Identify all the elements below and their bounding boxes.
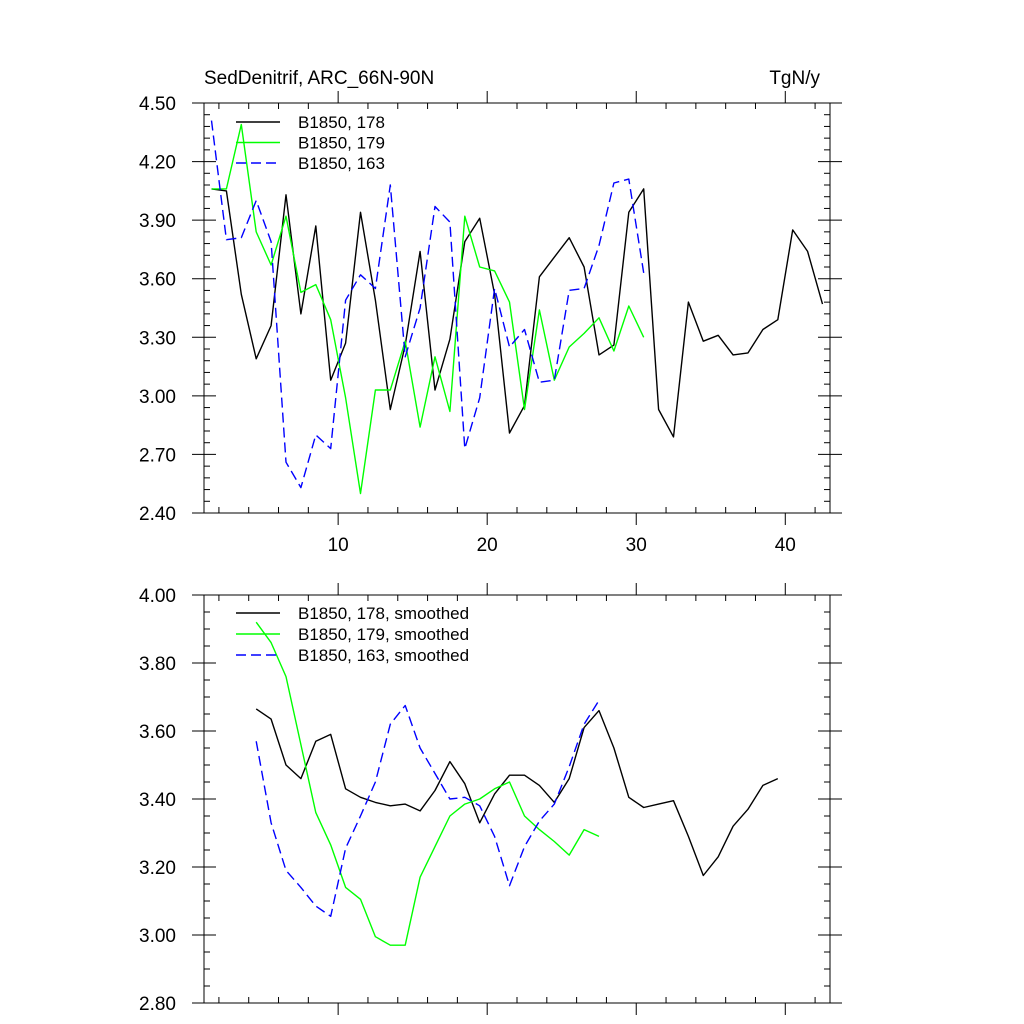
y-tick-label: 3.80 [139,654,176,675]
legend-label: B1850, 179 [298,134,385,153]
y-tick-label: 3.90 [139,211,176,232]
y-tick-label: 3.60 [139,722,176,743]
x-tick-label: 30 [626,535,647,556]
y-tick-label: 2.40 [139,504,176,525]
series-line [255,700,600,917]
legend-label: B1850, 179, smoothed [298,625,469,644]
series-line [255,621,600,946]
y-tick-label: 3.20 [139,858,176,879]
chart-title: SedDenitrif, ARC_66N-90N [204,68,434,89]
y-tick-label: 4.20 [139,153,176,174]
top-panel: 10 20 30 40 2.40 2.70 3.00 3.30 3.60 3.90 4.20 4.50… [139,68,842,556]
legend-label: B1850, 163, smoothed [298,646,469,665]
y-tick-label: 3.00 [139,387,176,408]
units-label: TgN/y [769,68,820,89]
legend-label: B1850, 178 [298,113,385,132]
y-tick-label: 4.50 [139,94,176,115]
legend-label: B1850, 178, smoothed [298,604,469,623]
series-line [255,708,779,877]
y-tick-label: 2.70 [139,445,176,466]
bottom-panel: 2.80 3.00 3.20 3.40 3.60 3.80 4.00 B1850, 178, … [139,583,842,1015]
y-tick-label: 3.40 [139,790,176,811]
y-tick-label: 3.60 [139,270,176,291]
series-line [211,123,645,495]
x-tick-label: 10 [328,535,349,556]
y-tick-label: 3.00 [139,926,176,947]
series-line [210,120,645,489]
legend-label: B1850, 163 [298,154,385,173]
y-tick-label: 2.80 [139,994,176,1015]
y-tick-label: 3.30 [139,328,176,349]
y-tick-label: 4.00 [139,586,176,607]
series-line [211,188,824,438]
x-tick-label: 20 [477,535,498,556]
x-tick-label: 40 [775,535,796,556]
